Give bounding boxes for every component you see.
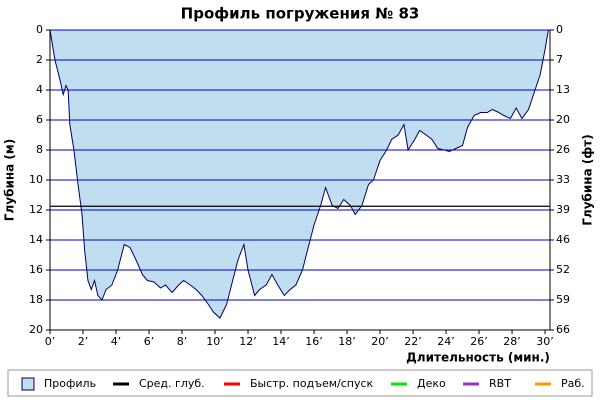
y2-tick-label: 7 [556, 53, 563, 66]
y-tick-label: 20 [29, 323, 43, 336]
y2-tick-label: 39 [556, 203, 570, 216]
x-tick-label: 14’ [272, 335, 290, 348]
x-tick-label: 22’ [404, 335, 422, 348]
chart-title: Профиль погружения № 83 [181, 5, 420, 23]
y-tick-label: 8 [36, 143, 43, 156]
y-tick-label: 0 [36, 23, 43, 36]
y2-tick-label: 46 [556, 233, 570, 246]
legend-box [7, 369, 593, 397]
legend-label: Деко [417, 377, 446, 390]
x-tick-label: 8’ [177, 335, 188, 348]
x-tick-label: 28’ [503, 335, 521, 348]
x-axis-title: Длительность (мин.) [406, 351, 550, 365]
y-tick-label: 14 [29, 233, 43, 246]
x-tick-label: 0’ [45, 335, 56, 348]
y-tick-label: 6 [36, 113, 43, 126]
y2-tick-label: 13 [556, 83, 570, 96]
y-tick-label: 18 [29, 293, 43, 306]
x-tick-label: 2’ [78, 335, 89, 348]
legend-label: Быстр. подъем/спуск [250, 377, 374, 390]
y2-tick-label: 59 [556, 293, 570, 306]
x-tick-label: 18’ [338, 335, 356, 348]
y2-tick-label: 20 [556, 113, 570, 126]
x-tick-label: 16’ [305, 335, 323, 348]
y-tick-label: 16 [29, 263, 43, 276]
y-axis-title: Глубина (м) [3, 139, 17, 221]
legend-swatch [21, 377, 35, 391]
y2-axis-title: Глубина (фт) [581, 134, 595, 225]
x-tick-label: 12’ [239, 335, 257, 348]
y2-tick-label: 0 [556, 23, 563, 36]
legend-label: Сред. глуб. [139, 377, 205, 390]
y2-tick-label: 33 [556, 173, 570, 186]
x-tick-label: 30’ [536, 335, 554, 348]
y-tick-label: 2 [36, 53, 43, 66]
legend-label: Раб. [561, 377, 585, 390]
legend-label: RBT [489, 377, 511, 390]
legend-label: Профиль [44, 377, 96, 390]
x-tick-label: 4’ [111, 335, 122, 348]
y2-tick-label: 52 [556, 263, 570, 276]
x-tick-label: 26’ [470, 335, 488, 348]
y-tick-label: 12 [29, 203, 43, 216]
profile-area [49, 29, 549, 319]
y2-tick-label: 26 [556, 143, 570, 156]
y2-tick-label: 66 [556, 323, 570, 336]
x-tick-label: 6’ [144, 335, 155, 348]
y-tick-label: 10 [29, 173, 43, 186]
x-tick-label: 20’ [371, 335, 389, 348]
x-tick-label: 10’ [206, 335, 224, 348]
x-tick-label: 24’ [437, 335, 455, 348]
y-tick-label: 4 [36, 83, 43, 96]
